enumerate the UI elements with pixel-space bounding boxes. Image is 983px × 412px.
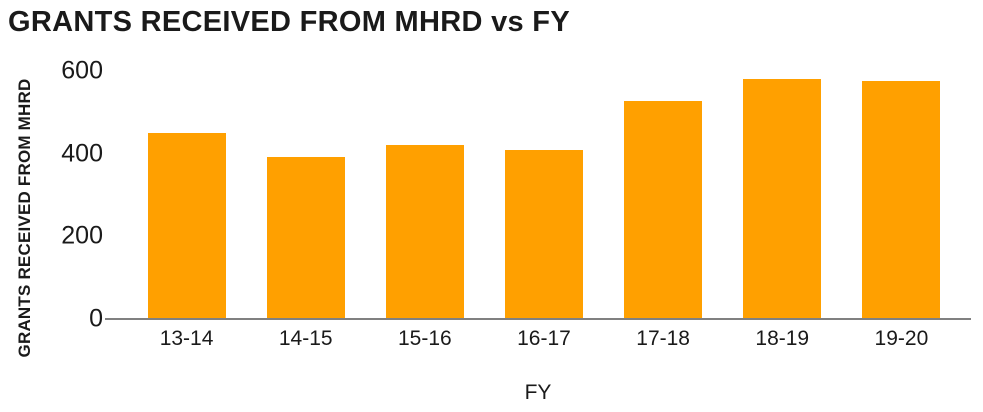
bar-14-15[interactable] (266, 156, 345, 319)
y-tick-label: 600 (61, 56, 103, 85)
x-tick-label: 18-19 (755, 327, 810, 350)
bar-band (604, 71, 723, 319)
chart-title: GRANTS RECEIVED FROM MHRD vs FY (8, 6, 570, 38)
bar-13-14[interactable] (147, 133, 226, 319)
x-tick-label: 19-20 (874, 327, 929, 350)
bar-band (365, 71, 484, 319)
x-labels-row: 13-14 14-15 15-16 16-17 17-18 18-19 19-20 (105, 326, 971, 351)
bar-band (127, 71, 246, 319)
bar-band (484, 71, 603, 319)
y-tick-label: 0 (89, 304, 103, 333)
bar-16-17[interactable] (504, 149, 583, 319)
bars-row (105, 71, 971, 319)
bar-18-19[interactable] (743, 78, 822, 319)
bar-band (246, 71, 365, 319)
y-tick-label: 400 (61, 139, 103, 168)
x-axis-line (105, 318, 971, 320)
y-ticks: 0 200 400 600 (0, 58, 103, 331)
bar-band (723, 71, 842, 319)
x-tick-label: 16-17 (517, 327, 571, 350)
bar-15-16[interactable] (385, 145, 464, 319)
bar-17-18[interactable] (624, 101, 703, 319)
plot-area (105, 71, 971, 320)
bar-19-20[interactable] (862, 81, 941, 319)
y-tick-label: 200 (61, 221, 103, 250)
x-tick-label: 17-18 (636, 327, 690, 350)
x-axis-title: FY (524, 381, 552, 404)
x-tick-label: 13-14 (159, 327, 214, 350)
bar-band (842, 71, 961, 319)
x-tick-label: 15-16 (397, 327, 452, 350)
x-tick-label: 14-15 (278, 327, 333, 350)
